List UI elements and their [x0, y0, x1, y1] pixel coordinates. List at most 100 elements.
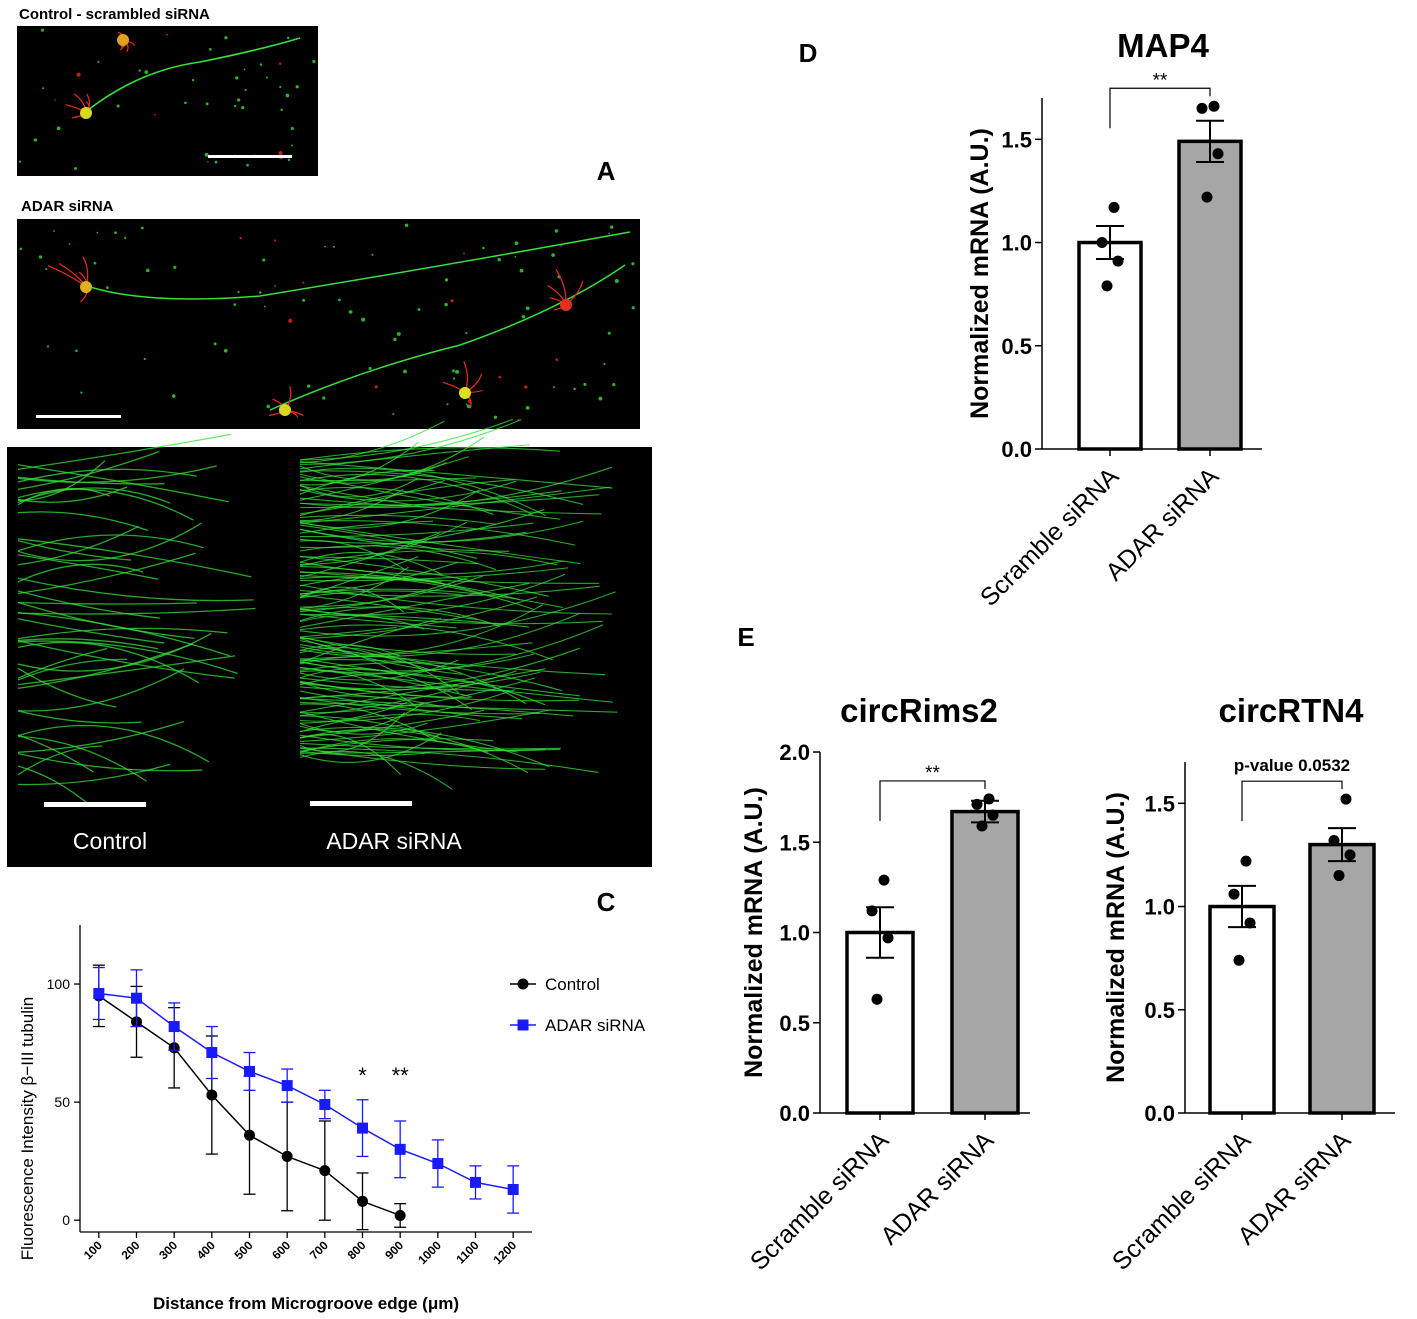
neurite-fibre	[17, 465, 217, 483]
speckle	[614, 278, 619, 283]
speckle	[403, 369, 407, 374]
neurite-fibre	[17, 720, 185, 753]
neurite-fibre	[17, 433, 232, 470]
replicate-point	[1340, 793, 1352, 805]
neurite-fibre	[299, 647, 581, 690]
neurite-fibre	[299, 522, 581, 565]
speckle	[465, 331, 468, 335]
neurite-fibre	[299, 722, 428, 735]
y-tick-label: 0.0	[779, 1101, 810, 1126]
speckle	[33, 138, 38, 142]
speckle	[18, 160, 22, 163]
speckle	[324, 245, 326, 248]
neurite-fibre	[299, 696, 540, 715]
neurite-fibre	[299, 560, 565, 575]
panel-a-top-image	[17, 26, 318, 176]
y-tick-label: 1.5	[1144, 791, 1175, 816]
speckle	[465, 403, 468, 406]
neurite-fibre	[299, 732, 442, 763]
x-tick-label: 1000	[415, 1238, 444, 1267]
speckle	[146, 268, 150, 273]
speckle	[204, 152, 209, 157]
neurite-fibre	[299, 550, 558, 567]
y-tick-label: 50	[54, 1094, 70, 1110]
neurite-fibre	[299, 520, 576, 546]
speckle	[244, 88, 247, 92]
replicate-point	[1344, 849, 1356, 861]
speckle	[274, 239, 277, 242]
neurite-fibre	[299, 711, 518, 753]
speckle	[266, 404, 270, 409]
category-label-scramble: Scramble siRNA	[745, 1126, 895, 1276]
neurite-fibre	[17, 734, 94, 773]
bar-scramble	[845, 930, 915, 1115]
neurite-fibre	[17, 745, 103, 776]
neurite-fibre	[299, 456, 469, 501]
replicate-point	[983, 793, 995, 805]
neuron-soma	[459, 387, 471, 399]
y-tick-label: 100	[47, 976, 71, 992]
speckle	[241, 106, 245, 110]
neurite-fibre	[299, 586, 405, 613]
speckle	[19, 247, 23, 251]
y-tick-label: 1.0	[1001, 231, 1032, 256]
replicate-point	[971, 798, 983, 810]
speckle	[631, 306, 635, 310]
speckle	[74, 167, 77, 171]
neurite-fibre	[299, 709, 485, 739]
data-point-adar	[357, 1122, 368, 1134]
speckle	[278, 62, 282, 65]
neurite-fibre	[299, 466, 613, 509]
neurite-fibre	[17, 763, 171, 786]
neuron-soma	[80, 281, 92, 293]
data-point-adar	[93, 987, 105, 999]
neurite-fibre	[299, 556, 479, 565]
replicate-point	[1244, 917, 1256, 929]
axon	[87, 37, 301, 111]
speckle	[56, 126, 61, 131]
speckle	[521, 315, 526, 319]
replicate-point	[878, 874, 890, 886]
speckle	[93, 261, 97, 265]
neurite-fibre	[299, 565, 483, 594]
x-tick-label: 1100	[453, 1238, 482, 1267]
speckle	[184, 101, 187, 105]
y-axis-label: Fluorescence Intensity β−III tubulin	[18, 997, 37, 1261]
speckle	[237, 290, 240, 294]
speckle	[583, 382, 587, 386]
data-point-adar	[281, 1080, 293, 1092]
panel-b-adar-label: ADAR siRNA	[326, 828, 462, 854]
y-axis-label: Normalized mRNA (A.U.)	[966, 128, 994, 419]
neurite-fibre	[299, 591, 616, 637]
replicate-point	[1228, 888, 1240, 900]
speckle	[466, 404, 471, 409]
speckle	[54, 99, 56, 101]
neurite-fibre	[299, 608, 603, 625]
speckle	[41, 87, 44, 90]
neurite-fibre	[17, 476, 165, 485]
speckle	[124, 236, 127, 239]
neurite-fibre	[17, 450, 160, 490]
neurite-fibre	[299, 689, 516, 722]
replicate-point	[1096, 237, 1108, 249]
panel-a-bottom-title: ADAR siRNA	[21, 198, 114, 215]
axon	[269, 264, 626, 411]
chart-title: MAP4	[1117, 27, 1209, 64]
speckle	[450, 299, 454, 303]
neurite-fibre	[17, 522, 202, 562]
neurite-fibre	[299, 613, 457, 629]
neurite-fibre	[17, 611, 231, 657]
speckle	[205, 102, 209, 106]
x-tick-label: 800	[345, 1238, 369, 1262]
data-point-control	[357, 1195, 368, 1207]
neurite-fibre	[17, 640, 238, 675]
speckle	[258, 291, 262, 294]
neurite-fibre	[299, 461, 613, 489]
data-point-control	[394, 1209, 406, 1221]
neurite-fibre	[299, 659, 563, 692]
neurite-fibre	[299, 613, 580, 658]
speckle	[224, 36, 228, 40]
neurite-fibre	[299, 747, 599, 773]
speckle	[393, 337, 397, 342]
speckle	[295, 85, 299, 89]
